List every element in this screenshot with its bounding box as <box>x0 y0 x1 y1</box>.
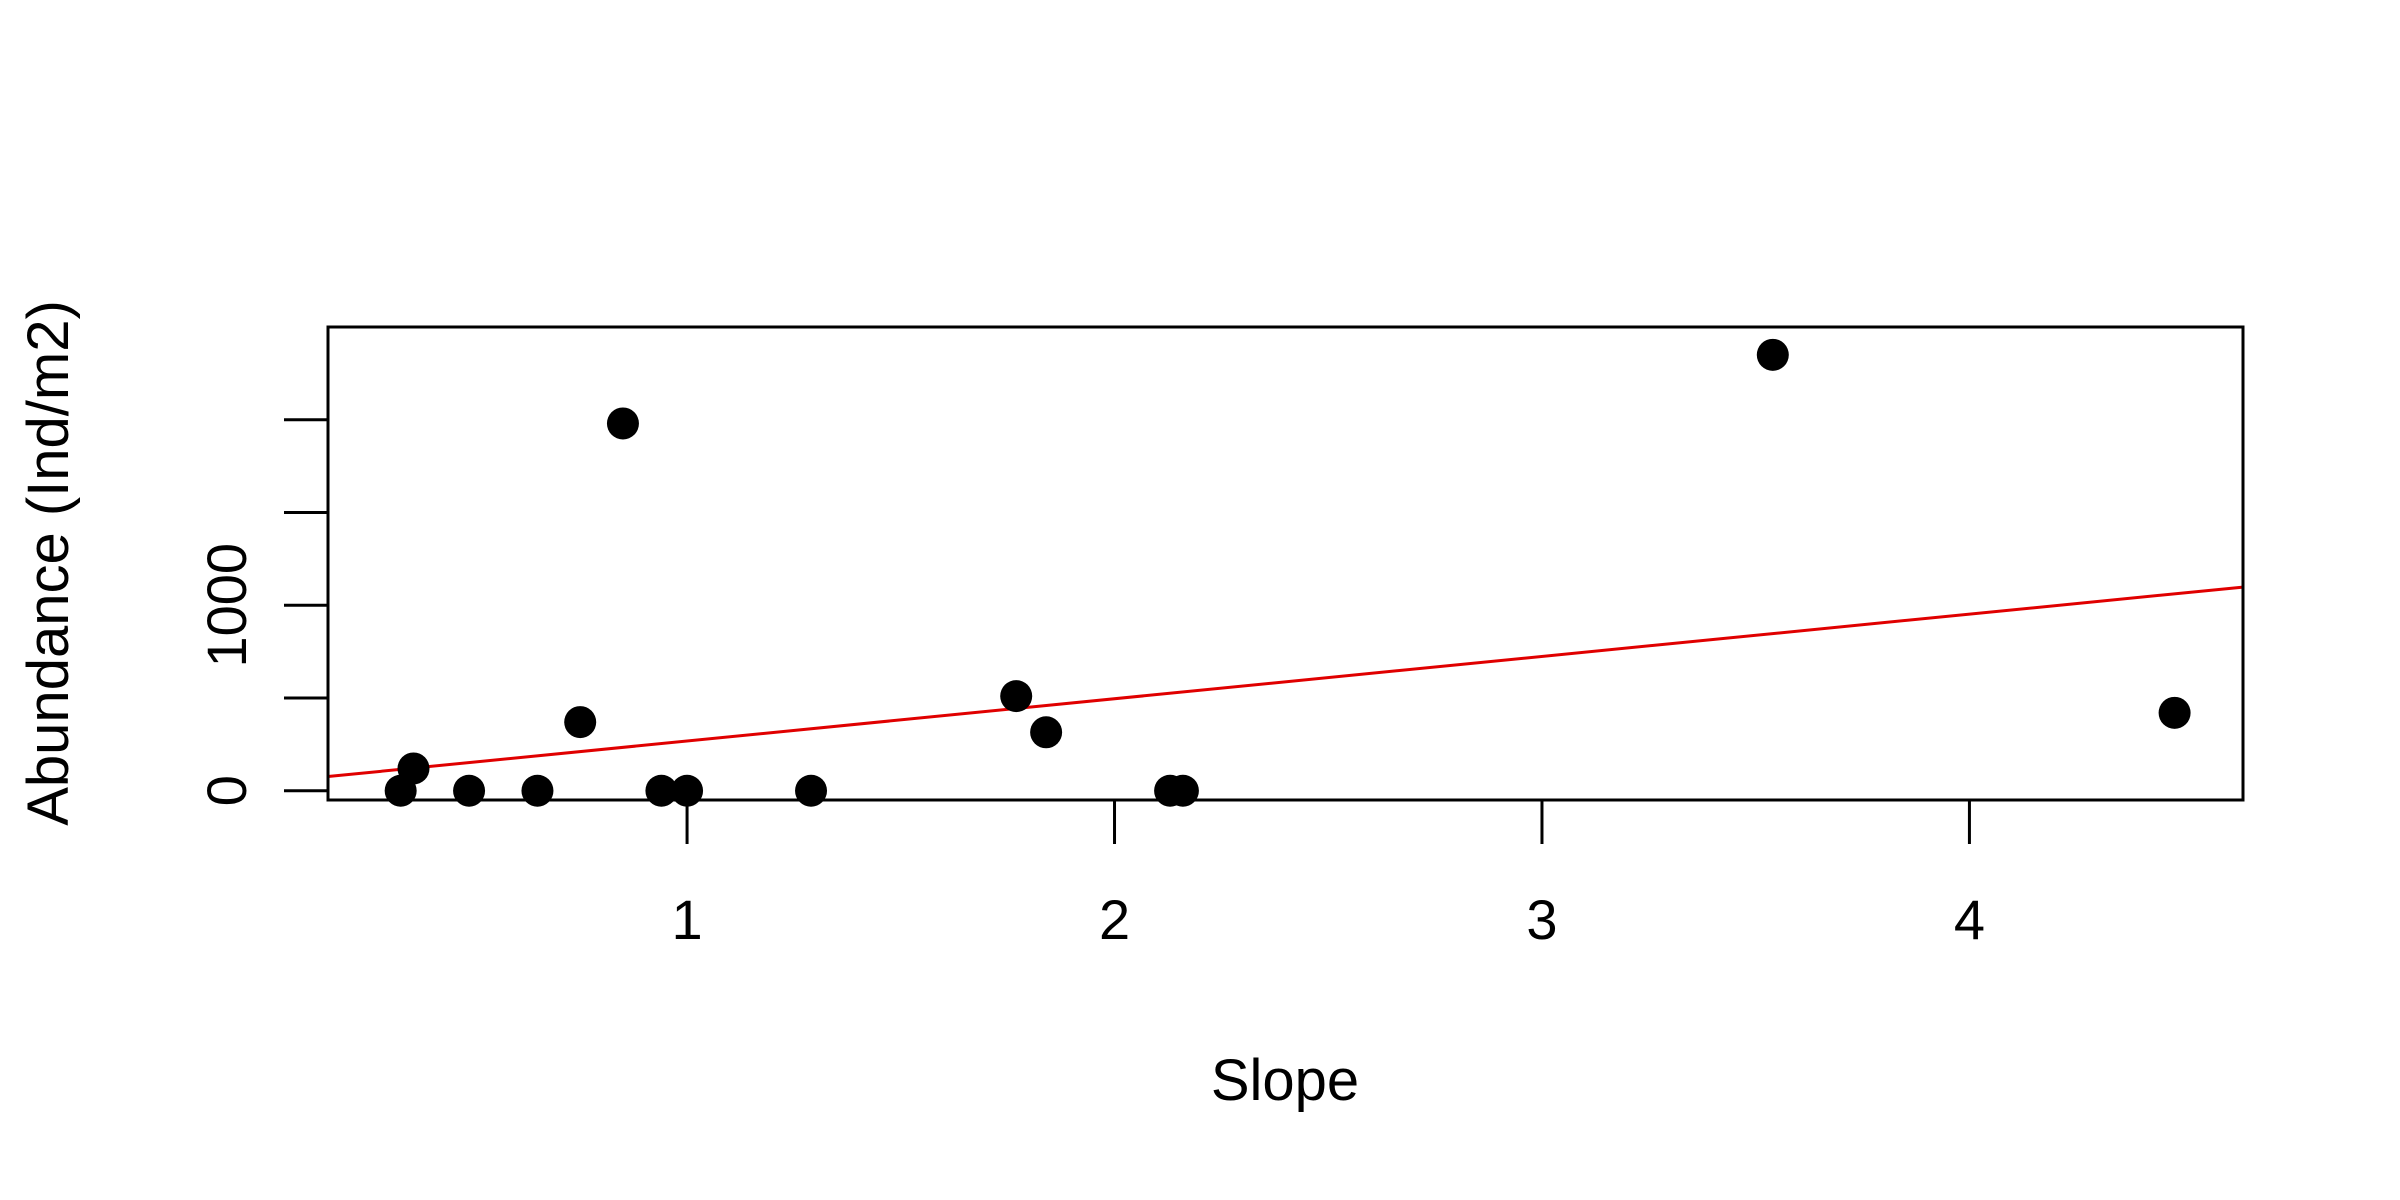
data-point <box>453 774 486 807</box>
data-point <box>1000 680 1033 713</box>
data-point <box>521 774 554 807</box>
data-point <box>397 752 430 785</box>
x-axis-title: Slope <box>1211 1048 1359 1113</box>
fit-line-layer <box>327 585 2244 779</box>
data-point <box>606 407 639 440</box>
axis-ticks: 1 2 3 4 0 1000 <box>195 418 1985 951</box>
data-points <box>384 338 2191 807</box>
x-tick-label: 2 <box>1099 888 1130 951</box>
data-point <box>564 706 597 739</box>
data-point <box>2158 696 2191 729</box>
data-point <box>795 774 828 807</box>
data-point <box>1166 774 1199 807</box>
data-point <box>1756 338 1789 371</box>
y-tick-label: 1000 <box>195 543 258 668</box>
x-tick-label: 3 <box>1526 888 1557 951</box>
x-tick-label: 4 <box>1954 888 1985 951</box>
y-axis-title: Abundance (Ind/m2) <box>16 300 81 826</box>
regression-line <box>327 585 2244 779</box>
data-point <box>671 774 704 807</box>
data-point <box>1030 716 1063 749</box>
x-tick-label: 1 <box>671 888 702 951</box>
y-tick-label: 0 <box>195 775 258 806</box>
plot-frame <box>326 325 2245 802</box>
